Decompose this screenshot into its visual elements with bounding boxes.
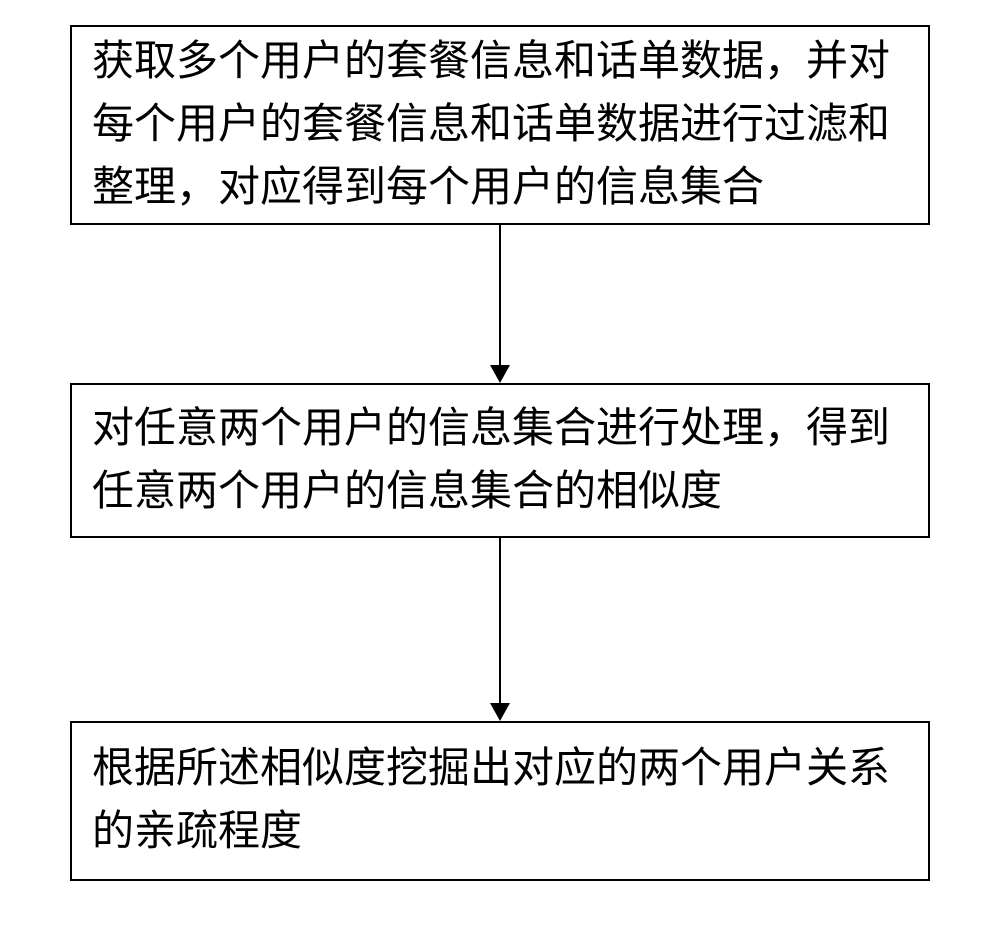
box-1-text: 获取多个用户的套餐信息和话单数据，并对每个用户的套餐信息和话单数据进行过滤和整理… [92,31,908,220]
box-2-text: 对任意两个用户的信息集合进行处理，得到任意两个用户的信息集合的相似度 [92,398,908,524]
arrow-2-line [499,538,501,703]
arrow-2 [490,538,510,721]
box-3-text: 根据所述相似度挖掘出对应的两个用户关系的亲疏程度 [92,738,908,864]
arrow-2-head [490,703,510,721]
arrow-1 [490,225,510,383]
flowchart-box-1: 获取多个用户的套餐信息和话单数据，并对每个用户的套餐信息和话单数据进行过滤和整理… [70,25,930,225]
flowchart-box-2: 对任意两个用户的信息集合进行处理，得到任意两个用户的信息集合的相似度 [70,383,930,538]
flowchart-box-3: 根据所述相似度挖掘出对应的两个用户关系的亲疏程度 [70,721,930,881]
flowchart-container: 获取多个用户的套餐信息和话单数据，并对每个用户的套餐信息和话单数据进行过滤和整理… [0,0,1000,881]
arrow-1-line [499,225,501,365]
arrow-1-head [490,365,510,383]
